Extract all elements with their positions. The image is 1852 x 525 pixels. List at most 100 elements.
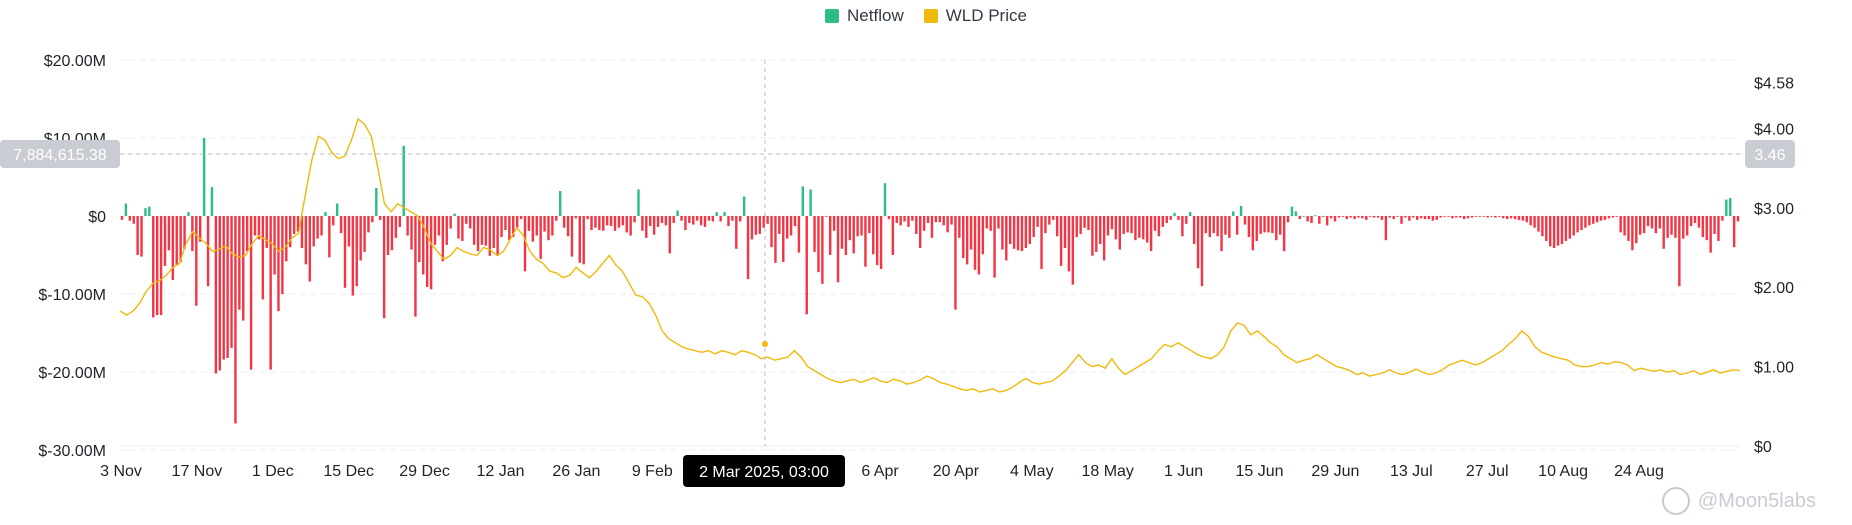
x-tick-label: 15 Dec [323,463,374,480]
netflow-bar [1556,216,1560,246]
netflow-bar [1365,216,1368,220]
netflow-bar [273,216,276,275]
netflow-bar [1294,211,1298,216]
netflow-bar [1701,216,1705,238]
x-tick-label: 6 Apr [861,463,899,480]
price-swatch [923,9,938,23]
netflow-bar [1181,216,1184,237]
netflow-bar [351,216,355,296]
netflow-bar [1670,216,1673,235]
netflow-bar [770,216,773,248]
legend-label-price: WLD Price [945,6,1027,25]
netflow-bar [1627,216,1630,241]
legend-item-netflow[interactable]: Netflow [825,6,904,26]
netflow-bar [1666,216,1669,238]
netflow-bar [727,216,730,227]
netflow-bar [1134,216,1137,241]
netflow-bar [817,216,820,273]
netflow-bar [1568,216,1571,239]
netflow-bar [379,216,382,220]
netflow-bar [539,216,542,259]
legend-item-price[interactable]: WLD Price [923,6,1027,26]
netflow-bar [453,213,456,216]
netflow-bar [1650,216,1654,229]
netflow-bar [981,216,985,255]
netflow-bar [1431,216,1435,221]
netflow-bar [997,216,1000,229]
netflow-bar [1063,216,1067,248]
netflow-bar [1478,216,1481,217]
netflow-bar [821,216,824,284]
netflow-bars [120,138,1740,424]
netflow-bar [332,216,335,226]
netflow-bar [472,216,476,245]
grid-lines [120,59,1740,451]
netflow-bar [778,216,781,234]
netflow-bar [1455,216,1458,218]
netflow-bar [613,216,617,231]
netflow-bar [457,216,460,239]
left-value-badge [0,140,120,168]
netflow-bar [1091,216,1094,256]
netflow-bar [206,216,210,287]
netflow-bar [637,189,640,216]
netflow-bar [1513,216,1517,220]
netflow-bar [1052,216,1055,220]
x-tick-label: 1 Dec [252,463,294,480]
left-axis: $20.00M$10.00M$0$-10.00M$-20.00M$-30.00M [38,53,106,460]
netflow-bar [973,216,977,270]
netflow-bar [989,216,992,231]
netflow-bar [132,216,135,224]
netflow-bar [136,216,139,255]
netflow-bar [171,216,175,280]
x-tick-label: 10 Aug [1538,463,1588,480]
netflow-bar [1204,216,1208,234]
netflow-bar [1036,216,1039,227]
netflow-bar [1232,211,1235,216]
netflow-bar [903,216,906,222]
netflow-bar [359,216,362,261]
netflow-bar [1235,216,1239,235]
netflow-bar [938,216,941,223]
netflow-bar [1024,216,1028,248]
netflow-bar [1145,216,1149,243]
netflow-bar [641,216,644,231]
x-tick-label: 29 Dec [399,463,450,480]
right-tick-label: $0 [1754,439,1772,456]
netflow-bar [167,216,171,251]
netflow-bar [1709,216,1712,253]
netflow-bar [1329,216,1333,219]
netflow-bar [1584,216,1587,228]
netflow-bar [594,216,597,228]
netflow-bar [578,216,581,263]
netflow-bar [1059,216,1063,266]
netflow-bar [1466,216,1470,219]
netflow-bar [1169,216,1172,220]
netflow-bar [410,216,413,250]
left-tick-label: $20.00M [44,53,106,70]
netflow-bar [124,203,128,216]
netflow-bar [316,216,319,239]
netflow-bar [715,212,718,216]
netflow-bar [492,216,495,248]
netflow-bar [1482,216,1485,217]
netflow-bar [954,216,957,310]
crosshair-price-dot [762,341,768,347]
netflow-bar [911,216,914,221]
left-tick-label: $0 [88,209,106,226]
left-value-badge-text: 7,884,615.38 [13,147,107,164]
netflow-bar [977,216,981,275]
netflow-bar [1220,216,1223,252]
netflow-bar [868,216,871,234]
netflow-bar [684,216,687,231]
netflow-bar [1509,216,1513,219]
netflow-bar [422,216,425,275]
netflow-bar [1451,216,1454,219]
netflow-bar [355,216,358,287]
netflow-bar [1333,216,1337,222]
netflow-bar [1279,216,1282,235]
left-tick-label: $-30.00M [38,443,106,460]
netflow-bar [265,216,268,248]
netflow-bar [962,216,965,259]
